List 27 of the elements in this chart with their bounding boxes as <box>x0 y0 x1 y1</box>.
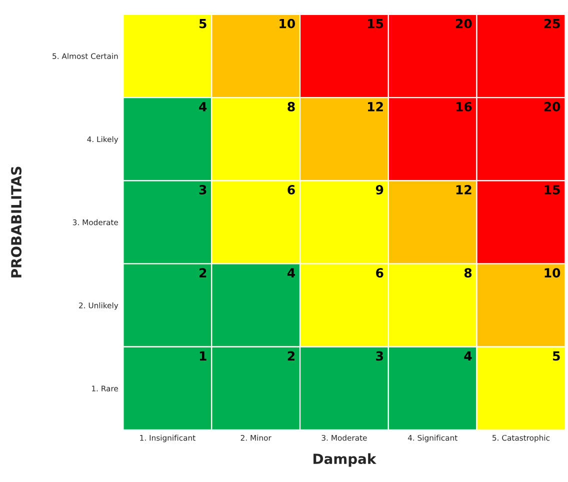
data-label: 10 <box>544 268 560 278</box>
data-label: 16 <box>456 102 472 112</box>
data-label: 4 <box>199 102 207 112</box>
data-label: 6 <box>376 268 384 278</box>
data-label: 8 <box>288 102 295 112</box>
data-label: 9 <box>376 185 384 194</box>
data-label: 2 <box>200 268 206 278</box>
data-label: 3 <box>199 185 206 194</box>
data-label: 15 <box>544 185 560 194</box>
y-axis-title: PROBABILITAS <box>11 166 22 278</box>
data-label: 3 <box>376 351 383 361</box>
data-label: 8 <box>464 268 472 278</box>
x-axis-title: Dampak <box>314 453 376 467</box>
data-label: 20 <box>456 18 472 28</box>
data-label: 20 <box>544 102 560 112</box>
data-label: 25 <box>544 18 560 28</box>
data-label: 10 <box>280 18 295 28</box>
data-label: 12 <box>456 185 472 194</box>
data-label: 12 <box>368 102 383 112</box>
data-label: 1 <box>200 351 206 360</box>
data-label: 6 <box>288 185 295 194</box>
data-label: 4 <box>287 268 296 278</box>
data-label: 4 <box>464 351 472 360</box>
data-label: 15 <box>368 19 384 28</box>
data-label: 5 <box>553 351 560 361</box>
data-label: 5 <box>199 19 206 28</box>
data-label: 2 <box>288 351 295 360</box>
